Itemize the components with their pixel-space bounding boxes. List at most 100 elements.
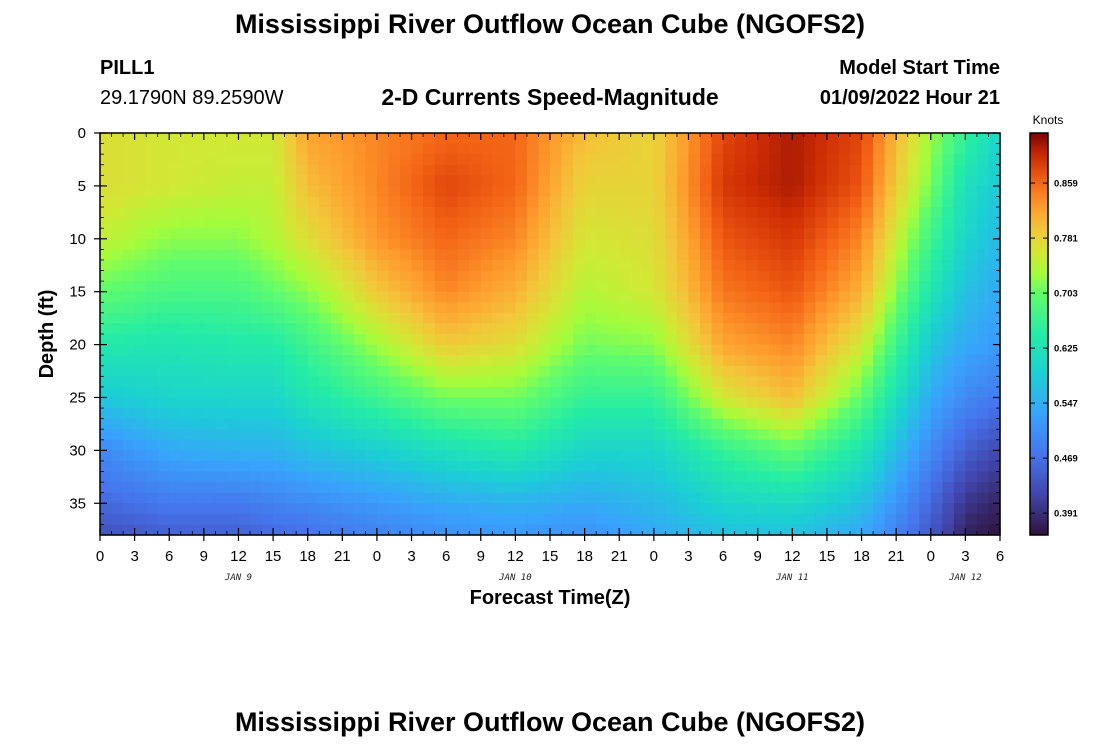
heatmap-cell: [503, 281, 516, 293]
heatmap-cell: [238, 228, 251, 240]
heatmap-cell: [192, 334, 205, 346]
heatmap-cell: [273, 185, 286, 198]
heatmap-cell: [884, 439, 897, 451]
heatmap-cell: [515, 185, 528, 198]
heatmap-cell: [561, 418, 574, 430]
heatmap-cell: [365, 397, 378, 409]
heatmap-cell: [780, 302, 793, 314]
heatmap-cell: [907, 429, 920, 441]
heatmap-cell: [434, 344, 447, 356]
heatmap-cell: [550, 503, 563, 515]
heatmap-cell: [700, 154, 713, 166]
heatmap-cell: [965, 376, 978, 388]
heatmap-cell: [342, 175, 355, 187]
heatmap-cell: [446, 143, 459, 155]
heatmap-cell: [550, 196, 563, 208]
heatmap-cell: [400, 133, 413, 145]
heatmap-cell: [503, 386, 516, 399]
heatmap-cell: [446, 196, 459, 208]
heatmap-cell: [942, 175, 955, 187]
heatmap-cell: [861, 334, 874, 346]
heatmap-cell: [988, 429, 1001, 441]
heatmap-cell: [180, 482, 193, 494]
heatmap-cell: [711, 524, 724, 536]
heatmap-cell: [492, 323, 505, 335]
heatmap-cell: [653, 281, 666, 293]
heatmap-cell: [988, 334, 1001, 346]
heatmap-cell: [676, 471, 690, 483]
heatmap-cell: [134, 439, 147, 451]
heatmap-cell: [192, 482, 205, 494]
heatmap-cell: [226, 418, 240, 430]
heatmap-cell: [896, 524, 909, 536]
heatmap-cell: [723, 365, 736, 377]
heatmap-cell: [838, 386, 851, 399]
heatmap-cell: [226, 207, 240, 219]
heatmap-cell: [665, 175, 678, 187]
heatmap-cell: [815, 259, 828, 272]
heatmap-cell: [757, 154, 770, 166]
heatmap-cell: [192, 259, 205, 272]
heatmap-cell: [307, 302, 320, 314]
heatmap-cell: [942, 355, 955, 367]
heatmap-cell: [723, 503, 736, 515]
y-tick-label: 5: [78, 178, 86, 195]
heatmap-cell: [850, 482, 863, 494]
heatmap-cell: [238, 323, 251, 335]
heatmap-cell: [411, 249, 424, 261]
heatmap-cell: [146, 175, 159, 187]
heatmap-cell: [653, 334, 666, 346]
heatmap-cell: [423, 429, 436, 441]
heatmap-cell: [250, 196, 263, 208]
heatmap-cell: [930, 259, 943, 272]
heatmap-cell: [284, 429, 297, 441]
heatmap-cell: [630, 524, 643, 536]
heatmap-cell: [700, 429, 713, 441]
heatmap-cell: [700, 334, 713, 346]
heatmap-cell: [550, 164, 563, 176]
heatmap-cell: [561, 207, 574, 219]
heatmap-cell: [284, 207, 297, 219]
heatmap-cell: [942, 217, 955, 229]
heatmap-cell: [826, 460, 840, 473]
heatmap-cell: [896, 334, 909, 346]
heatmap-cell: [123, 164, 136, 176]
heatmap-cell: [700, 143, 713, 155]
heatmap-cell: [676, 513, 690, 526]
heatmap-cell: [803, 365, 816, 377]
heatmap-cell: [700, 217, 713, 229]
heatmap-cell: [988, 418, 1001, 430]
heatmap-cell: [930, 492, 943, 504]
heatmap-cell: [734, 397, 747, 409]
heatmap-cell: [157, 185, 170, 198]
heatmap-cell: [515, 270, 528, 282]
heatmap-cell: [688, 281, 701, 293]
heatmap-cell: [123, 281, 136, 293]
heatmap-cell: [676, 228, 690, 240]
heatmap-cell: [111, 228, 124, 240]
heatmap-cell: [226, 429, 240, 441]
heatmap-cell: [619, 270, 632, 282]
heatmap-cell: [826, 482, 840, 494]
heatmap-cell: [676, 164, 690, 176]
heatmap-cell: [780, 249, 793, 261]
heatmap-cell: [838, 408, 851, 420]
heatmap-cell: [596, 355, 609, 367]
heatmap-cell: [803, 344, 816, 356]
heatmap-cell: [261, 291, 274, 303]
heatmap-cell: [815, 175, 828, 187]
heatmap-cell: [734, 291, 747, 303]
heatmap-cell: [157, 154, 170, 166]
heatmap-cell: [157, 492, 170, 504]
heatmap-cell: [676, 429, 690, 441]
heatmap-cell: [296, 143, 309, 155]
heatmap-cell: [896, 355, 909, 367]
colorbar-tick-label: 0.469: [1054, 454, 1078, 465]
heatmap-cell: [688, 334, 701, 346]
heatmap-cell: [861, 154, 874, 166]
heatmap-cell: [953, 185, 966, 198]
heatmap-cell: [953, 397, 966, 409]
heatmap-cell: [307, 386, 320, 399]
heatmap-cell: [250, 492, 263, 504]
heatmap-cell: [965, 323, 978, 335]
